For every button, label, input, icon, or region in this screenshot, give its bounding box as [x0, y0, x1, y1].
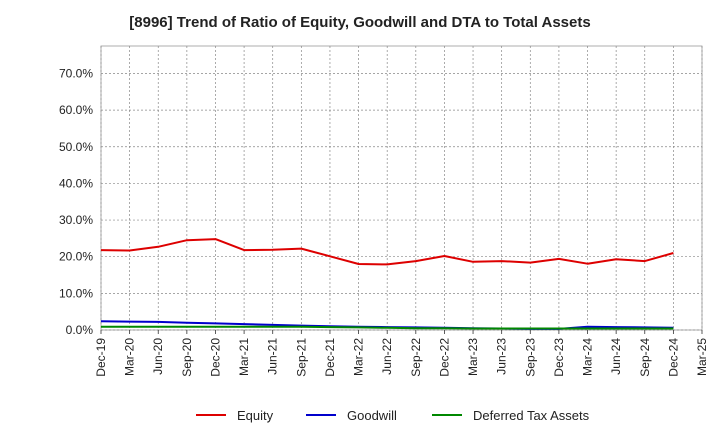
- x-tick-label: Dec-22: [437, 338, 451, 377]
- x-tick-label: Dec-19: [94, 338, 108, 377]
- x-axis-ticks: Dec-19 Mar-20 Jun-20 Sep-20 Dec-20 Mar-21 Jun-…: [94, 330, 709, 377]
- x-tick-label: Jun-24: [609, 338, 623, 375]
- y-tick-label: 20.0%: [59, 250, 93, 264]
- x-tick-label: Sep-20: [180, 338, 194, 377]
- legend: Equity Goodwill Deferred Tax Assets: [196, 408, 590, 423]
- x-tick-label: Mar-22: [352, 338, 366, 376]
- plot-frame: [100, 45, 703, 331]
- x-tick-label: Dec-20: [208, 338, 222, 377]
- x-tick-label: Sep-22: [409, 338, 423, 377]
- x-tick-label: Jun-22: [380, 338, 394, 375]
- x-tick-label: Mar-23: [466, 338, 480, 376]
- legend-label: Goodwill: [347, 408, 397, 423]
- x-tick-label: Jun-21: [266, 338, 280, 375]
- x-tick-label: Dec-23: [552, 338, 566, 377]
- y-tick-label: 10.0%: [59, 286, 93, 300]
- x-tick-label: Mar-20: [123, 338, 137, 376]
- grid-lines: [100, 45, 703, 331]
- y-tick-label: 0.0%: [66, 323, 94, 337]
- x-tick-label: Mar-24: [581, 338, 595, 376]
- x-tick-label: Mar-21: [237, 338, 251, 376]
- x-tick-label: Jun-20: [151, 338, 165, 375]
- y-tick-label: 30.0%: [59, 213, 93, 227]
- x-tick-label: Dec-24: [666, 338, 680, 377]
- series-lines: [100, 238, 674, 330]
- y-tick-label: 40.0%: [59, 176, 93, 190]
- y-tick-label: 50.0%: [59, 140, 93, 154]
- y-tick-label: 70.0%: [59, 66, 93, 80]
- x-tick-label: Mar-25: [695, 338, 709, 376]
- series-line-equity: [100, 238, 674, 266]
- y-axis-ticks: 0.0% 10.0% 20.0% 30.0% 40.0% 50.0% 60.0% 70.0%: [59, 66, 93, 337]
- chart-title: [8996] Trend of Ratio of Equity, Goodwil…: [129, 14, 591, 31]
- x-tick-label: Sep-24: [638, 338, 652, 377]
- x-tick-label: Sep-23: [523, 338, 537, 377]
- legend-label: Equity: [237, 408, 274, 423]
- x-tick-label: Dec-21: [323, 338, 337, 377]
- series-line-deferred-tax-assets: [101, 325, 674, 330]
- x-tick-label: Jun-23: [495, 338, 509, 375]
- x-tick-label: Sep-21: [294, 338, 308, 377]
- legend-label: Deferred Tax Assets: [473, 408, 590, 423]
- y-tick-label: 60.0%: [59, 103, 93, 117]
